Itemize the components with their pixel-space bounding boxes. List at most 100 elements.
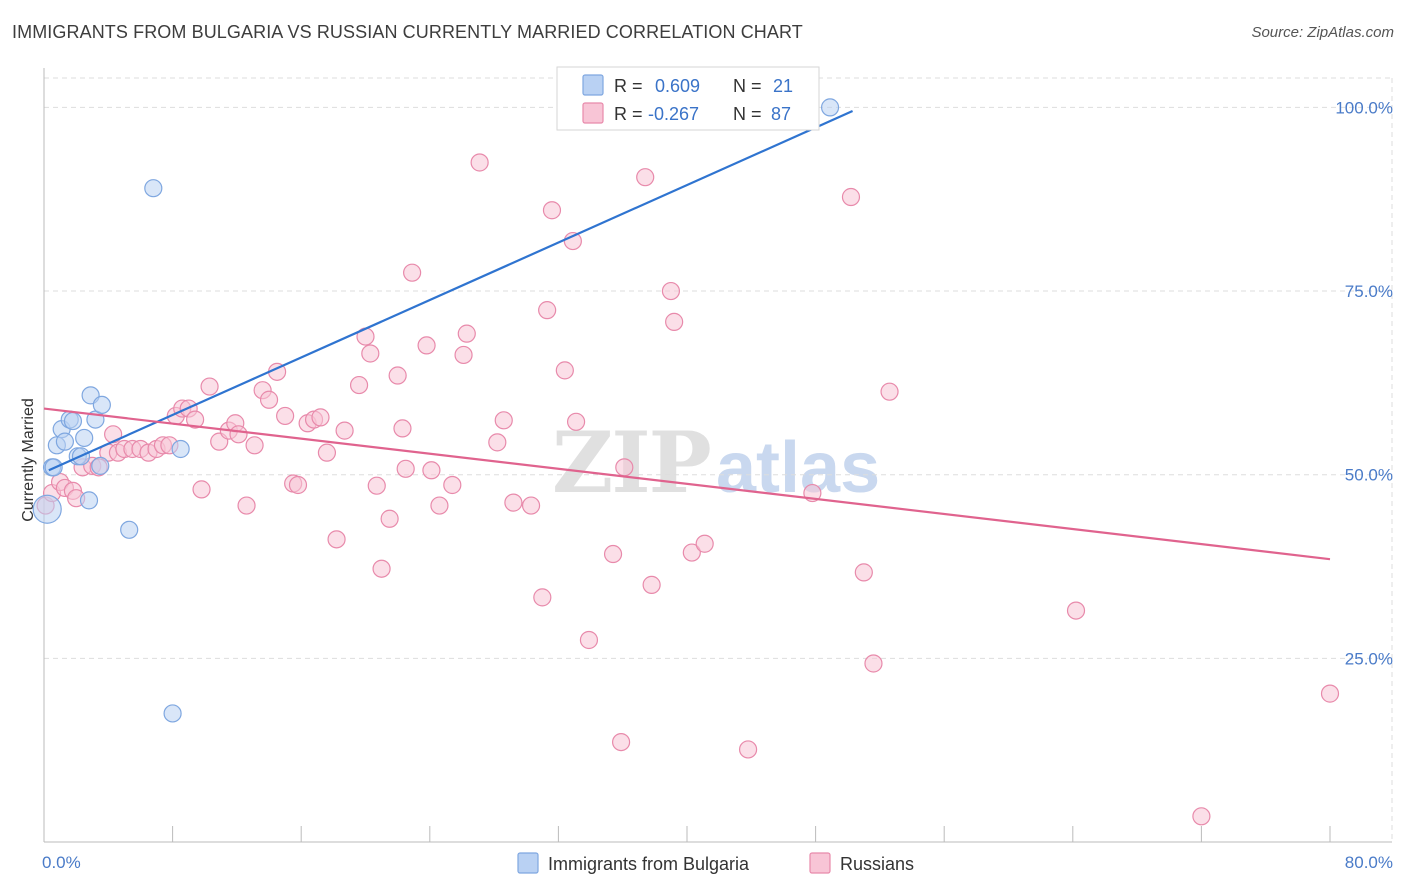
russians-point-85 [880,382,899,401]
russians-point-66 [542,201,562,220]
y-tick-label-0: 25.0% [1345,649,1393,668]
russians-point-39 [311,408,330,427]
russians-point-53 [417,336,436,355]
russians-point-80 [738,740,758,759]
russians-point-32 [259,390,279,409]
russians-point-73 [615,458,634,477]
russians-point-60 [488,433,507,452]
russians-point-57 [454,345,473,365]
russians-point-59 [470,153,489,172]
legend-n-label-bulgaria: N = [733,76,762,96]
russians-point-52 [403,263,422,282]
bulgaria-point-16 [144,179,163,198]
russians-point-36 [288,475,308,495]
bottom-legend-label-bulgaria: Immigrants from Bulgaria [548,854,750,874]
russians-point-65 [538,301,557,320]
bulgaria-trend-line [48,110,854,472]
bulgaria-point-6 [63,411,83,431]
russians-point-51 [396,459,415,478]
bulgaria-point-9 [75,428,94,448]
russians-point-76 [661,281,681,301]
bulgaria-point-14 [92,395,111,415]
bulgaria-point-4 [55,432,74,451]
bulgaria-point-17 [163,704,182,723]
trend-lines [43,110,1331,561]
russians-point-42 [335,421,354,440]
russians-point-78 [682,543,701,562]
russians-point-49 [388,366,407,385]
legend-r-label-russians: R = [614,104,643,124]
russians-point-82 [841,187,861,207]
y-axis-label: Currently Married [20,398,37,522]
bulgaria-point-15 [120,520,139,539]
legend-r-label-bulgaria: R = [614,76,643,96]
russians-point-43 [349,375,369,395]
russians-point-71 [603,544,623,564]
russians-point-55 [430,496,449,515]
correlation-legend: R = 0.609 N = 21 R = -0.267 N = 87 [556,66,820,131]
legend-n-value-bulgaria: 21 [773,76,793,96]
russians-point-87 [1192,807,1211,826]
legend-n-label-russians: N = [733,104,762,124]
chart-source: Source: ZipAtlas.com [1251,24,1394,41]
chart-title: IMMIGRANTS FROM BULGARIA VS RUSSIAN CURR… [12,22,803,42]
russians-point-46 [367,476,386,495]
russians-point-75 [642,575,661,594]
grid [44,77,1393,842]
x-tick-labels: 0.0% 80.0% [42,853,1393,872]
y-tick-label-1: 50.0% [1345,466,1393,485]
russians-point-41 [327,530,346,549]
russians-point-54 [422,461,441,480]
bottom-legend-label-russians: Russians [840,854,914,874]
russians-point-79 [695,534,714,553]
russians-point-34 [276,406,295,426]
bulgaria-point-18 [171,439,190,459]
russians-point-86 [1066,601,1086,620]
series-legend: Immigrants from Bulgaria Russians [517,852,914,874]
russians-point-67 [555,361,574,380]
bulgaria-point-0 [32,494,62,524]
y-tick-labels: 25.0% 50.0% 75.0% 100.0% [1335,98,1393,668]
y-tick-label-3: 100.0% [1335,98,1393,117]
russians-trend-line [43,407,1331,561]
axes [43,68,1392,843]
russians-point-48 [380,509,399,528]
x-tick-label-1: 80.0% [1345,853,1393,872]
russians-point-30 [245,436,264,455]
russians-point-83 [854,563,873,582]
russians-point-70 [579,630,599,650]
bulgaria-point-13 [91,456,110,475]
russians-points [36,153,1340,826]
russians-point-63 [521,496,541,515]
russians-point-10 [104,425,123,444]
russians-point-61 [494,411,513,430]
russians-point-23 [192,480,211,499]
legend-r-value-russians: -0.267 [648,104,699,124]
russians-point-64 [533,588,552,607]
bottom-legend-swatch-bulgaria [517,852,539,874]
russians-point-62 [504,493,523,512]
russians-point-84 [864,654,883,673]
watermark-atlas: atlas [716,428,880,508]
legend-swatch-bulgaria [582,74,604,96]
legend-swatch-russians [582,102,604,124]
russians-point-74 [636,168,655,187]
russians-point-40 [317,443,337,462]
russians-point-69 [566,412,586,431]
russians-point-77 [665,312,684,331]
x-tick-label-0: 0.0% [42,853,81,872]
russians-point-58 [457,324,476,343]
bulgaria-point-20 [820,98,840,117]
bulgaria-points [32,98,840,723]
russians-point-22 [186,410,205,429]
y-tick-label-2: 75.0% [1345,282,1393,301]
bulgaria-point-10 [79,491,99,510]
russians-point-72 [611,732,631,752]
russians-point-24 [200,377,219,396]
russians-point-88 [1320,684,1340,703]
bottom-legend-swatch-russians [809,852,831,874]
russians-point-29 [237,496,256,515]
russians-point-28 [229,425,248,444]
legend-n-value-russians: 87 [771,104,791,124]
